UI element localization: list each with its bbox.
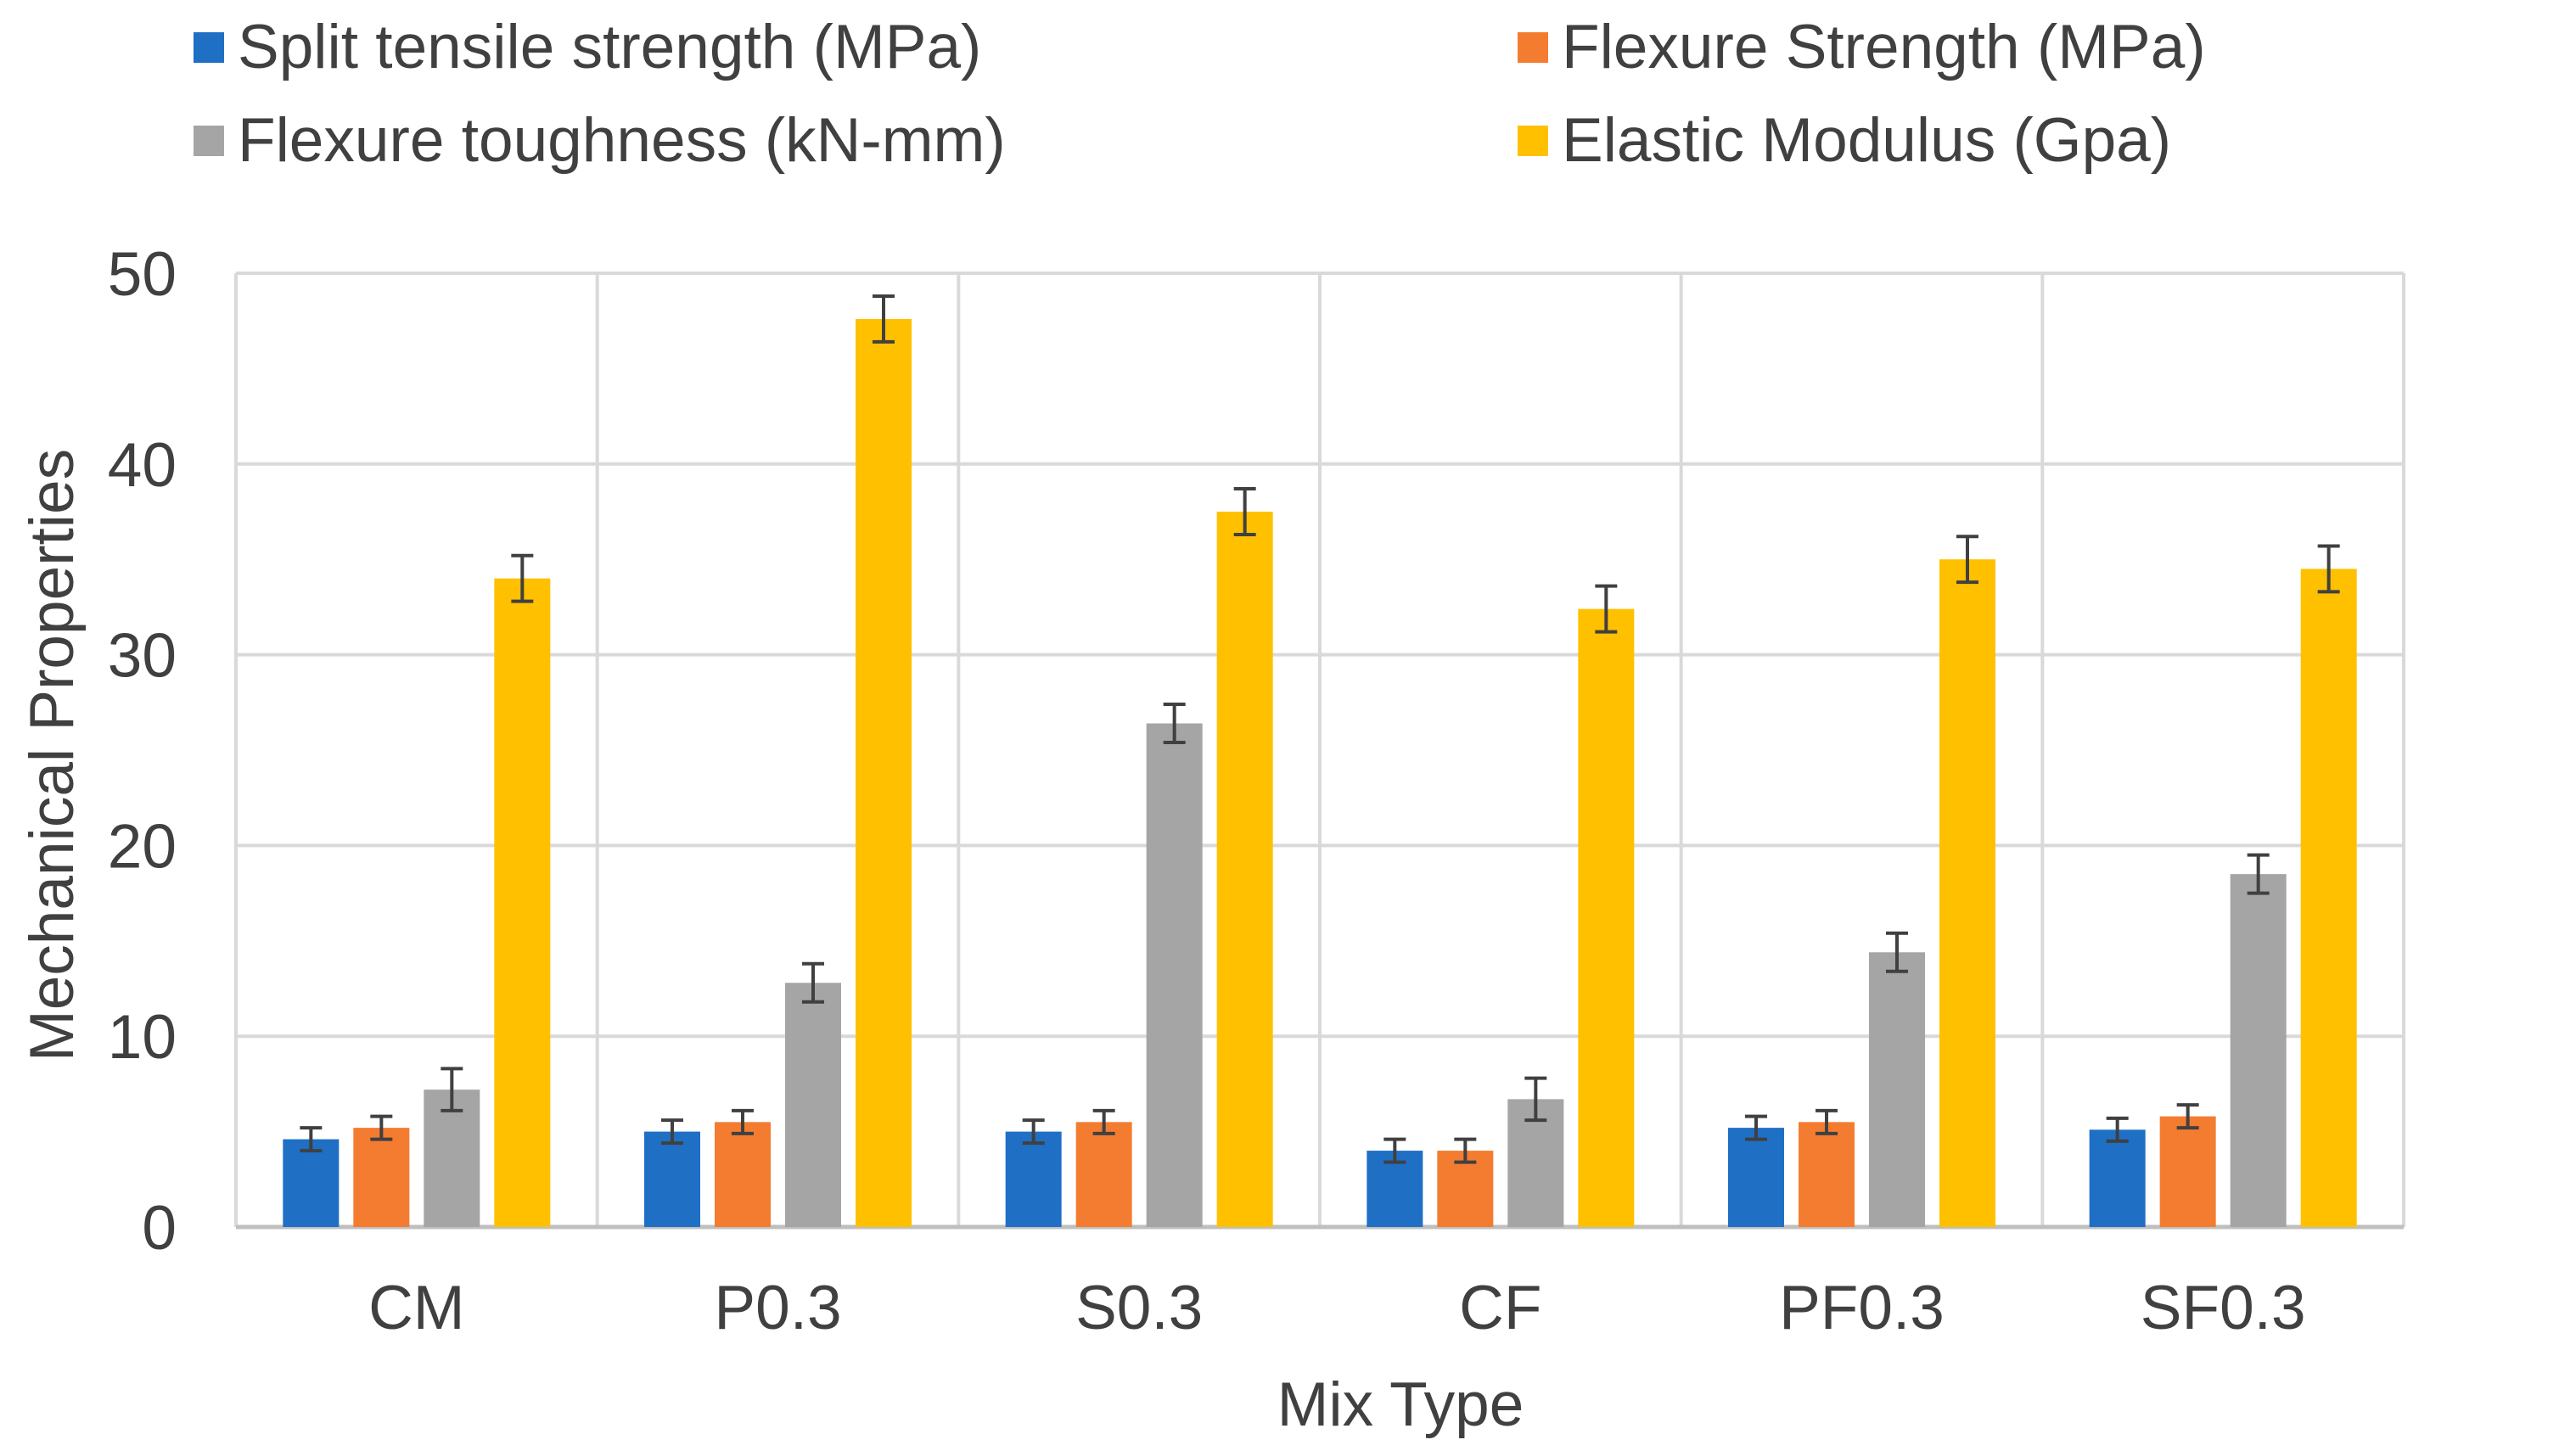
x-tick-sf0-3: SF0.3	[2141, 1274, 2306, 1342]
bar-p0-3-split-tensile-strength-mpa	[644, 1131, 700, 1227]
legend-label-flexure-toughness: Flexure toughness (kN-mm)	[238, 106, 1006, 175]
error-bar-pf0-3-elastic-modulus-gpa	[1956, 535, 1978, 585]
error-bar-s0-3-flexure-strength-mpa	[1092, 1108, 1115, 1135]
error-bar-cf-split-tensile-strength-mpa	[1383, 1137, 1406, 1164]
legend-item-elastic-modulus: Elastic Modulus (Gpa)	[1518, 105, 2171, 176]
bar-group	[283, 318, 2357, 1227]
bar-cf-elastic-modulus-gpa	[1578, 608, 1635, 1227]
error-bar-sf0-3-elastic-modulus-gpa	[2317, 544, 2340, 594]
error-bar-p0-3-split-tensile-strength-mpa	[661, 1118, 683, 1146]
bar-p0-3-elastic-modulus-gpa	[856, 318, 912, 1227]
y-axis-title: Mechanical Properties	[18, 449, 87, 1062]
legend-item-flexure-strength: Flexure Strength (MPa)	[1518, 12, 2206, 82]
bar-sf0-3-flexure-strength-mpa	[2159, 1116, 2216, 1227]
legend-label-flexure-strength: Flexure Strength (MPa)	[1562, 13, 2206, 81]
bar-cm-elastic-modulus-gpa	[494, 578, 551, 1227]
error-bar-p0-3-flexure-strength-mpa	[732, 1108, 754, 1135]
x-tick-cm: CM	[368, 1274, 465, 1342]
bar-p0-3-flexure-toughness-kn-mm	[785, 983, 841, 1227]
bar-s0-3-flexure-toughness-kn-mm	[1146, 723, 1203, 1227]
error-bar-pf0-3-flexure-strength-mpa	[1816, 1108, 1838, 1135]
error-bar-p0-3-flexure-toughness-kn-mm	[802, 961, 824, 1004]
error-bar-cf-flexure-toughness-kn-mm	[1524, 1076, 1547, 1123]
y-tick-0: 0	[142, 1194, 177, 1263]
x-tick-s0-3: S0.3	[1075, 1274, 1203, 1342]
error-bar-p0-3-elastic-modulus-gpa	[873, 294, 895, 344]
error-bar-s0-3-elastic-modulus-gpa	[1233, 487, 1256, 536]
error-bar-cm-split-tensile-strength-mpa	[300, 1126, 323, 1153]
bar-s0-3-flexure-strength-mpa	[1075, 1122, 1132, 1227]
grid-lines	[234, 272, 2405, 1230]
bar-s0-3-elastic-modulus-gpa	[1216, 512, 1273, 1227]
error-bar-sf0-3-flexure-strength-mpa	[2176, 1103, 2199, 1130]
bar-s0-3-split-tensile-strength-mpa	[1005, 1131, 1062, 1227]
error-bar-sf0-3-flexure-toughness-kn-mm	[2247, 853, 2270, 895]
error-bar-pf0-3-split-tensile-strength-mpa	[1745, 1114, 1767, 1141]
error-bar-cm-elastic-modulus-gpa	[511, 553, 534, 603]
error-bar-cm-flexure-toughness-kn-mm	[441, 1067, 463, 1112]
bar-sf0-3-elastic-modulus-gpa	[2300, 569, 2357, 1227]
y-tick-30: 30	[108, 622, 177, 691]
legend-label-split-tensile: Split tensile strength (MPa)	[238, 13, 982, 81]
legend-swatch-split-tensile	[194, 31, 224, 63]
x-tick-pf0-3: PF0.3	[1779, 1274, 1945, 1342]
x-tick-p0-3: P0.3	[714, 1274, 841, 1342]
error-bar-s0-3-split-tensile-strength-mpa	[1022, 1118, 1045, 1146]
error-bar-cf-flexure-strength-mpa	[1454, 1137, 1477, 1164]
bar-p0-3-flexure-strength-mpa	[715, 1122, 771, 1227]
y-tick-10: 10	[108, 1003, 177, 1072]
error-bar-sf0-3-split-tensile-strength-mpa	[2106, 1116, 2129, 1143]
x-axis-ticks: CM P0.3 S0.3 CF PF0.3 SF0.3	[368, 1274, 2305, 1342]
legend-swatch-flexure-strength	[1518, 31, 1548, 63]
error-bar-pf0-3-flexure-toughness-kn-mm	[1886, 931, 1908, 973]
y-tick-40: 40	[108, 431, 177, 500]
y-axis-ticks: 0 10 20 30 40 50	[108, 240, 177, 1263]
bar-pf0-3-elastic-modulus-gpa	[1939, 559, 1995, 1227]
bar-cm-flexure-toughness-kn-mm	[424, 1090, 480, 1227]
legend-item-flexure-toughness: Flexure toughness (kN-mm)	[194, 105, 1006, 176]
y-tick-50: 50	[108, 240, 177, 309]
error-bar-group	[300, 294, 2340, 1164]
error-bar-cm-flexure-strength-mpa	[370, 1114, 393, 1141]
legend-item-split-tensile: Split tensile strength (MPa)	[194, 12, 981, 82]
legend-swatch-elastic-modulus	[1518, 125, 1548, 156]
x-axis-title: Mix Type	[1277, 1370, 1524, 1439]
bar-cm-flexure-strength-mpa	[353, 1128, 410, 1227]
bar-sf0-3-flexure-toughness-kn-mm	[2230, 874, 2287, 1227]
y-tick-20: 20	[108, 812, 177, 881]
legend-label-elastic-modulus: Elastic Modulus (Gpa)	[1562, 106, 2172, 175]
x-tick-cf: CF	[1459, 1274, 1541, 1342]
bar-pf0-3-flexure-toughness-kn-mm	[1869, 952, 1925, 1227]
bar-cm-split-tensile-strength-mpa	[283, 1139, 340, 1227]
legend-swatch-flexure-toughness	[194, 125, 224, 156]
bar-pf0-3-split-tensile-strength-mpa	[1728, 1128, 1784, 1227]
bar-pf0-3-flexure-strength-mpa	[1799, 1122, 1855, 1227]
error-bar-s0-3-flexure-toughness-kn-mm	[1163, 703, 1186, 745]
error-bar-cf-elastic-modulus-gpa	[1595, 584, 1618, 634]
bar-sf0-3-split-tensile-strength-mpa	[2089, 1129, 2146, 1227]
